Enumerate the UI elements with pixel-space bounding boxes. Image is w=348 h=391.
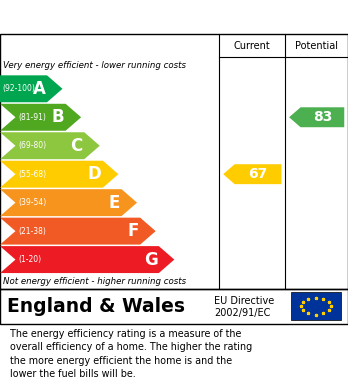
Polygon shape [289,107,344,127]
Text: C: C [71,137,83,155]
Text: Current: Current [234,41,271,51]
Text: E: E [109,194,120,212]
Text: (81-91): (81-91) [18,113,46,122]
Text: Not energy efficient - higher running costs: Not energy efficient - higher running co… [3,277,187,286]
Text: (69-80): (69-80) [18,141,46,150]
Text: Potential: Potential [295,41,338,51]
Text: 67: 67 [248,167,268,181]
Text: (92-100): (92-100) [2,84,35,93]
Text: The energy efficiency rating is a measure of the
overall efficiency of a home. T: The energy efficiency rating is a measur… [10,329,253,379]
Text: Energy Efficiency Rating: Energy Efficiency Rating [69,10,279,25]
Text: (1-20): (1-20) [18,255,41,264]
Text: 83: 83 [313,110,332,124]
Polygon shape [0,246,174,273]
Polygon shape [223,164,282,184]
Text: (55-68): (55-68) [18,170,46,179]
Text: D: D [88,165,102,183]
Text: England & Wales: England & Wales [7,297,185,316]
Text: 2002/91/EC: 2002/91/EC [214,308,270,318]
Polygon shape [0,132,100,159]
Polygon shape [0,104,81,131]
Text: G: G [144,251,157,269]
Polygon shape [0,218,156,245]
Polygon shape [0,75,63,102]
Text: (39-54): (39-54) [18,198,46,207]
Bar [291,292,341,320]
Text: Very energy efficient - lower running costs: Very energy efficient - lower running co… [3,61,187,70]
Text: (21-38): (21-38) [18,227,46,236]
Text: A: A [33,80,46,98]
Polygon shape [0,189,137,216]
Polygon shape [0,161,118,188]
Text: EU Directive: EU Directive [214,296,274,306]
Text: B: B [52,108,64,126]
Text: F: F [127,222,139,240]
